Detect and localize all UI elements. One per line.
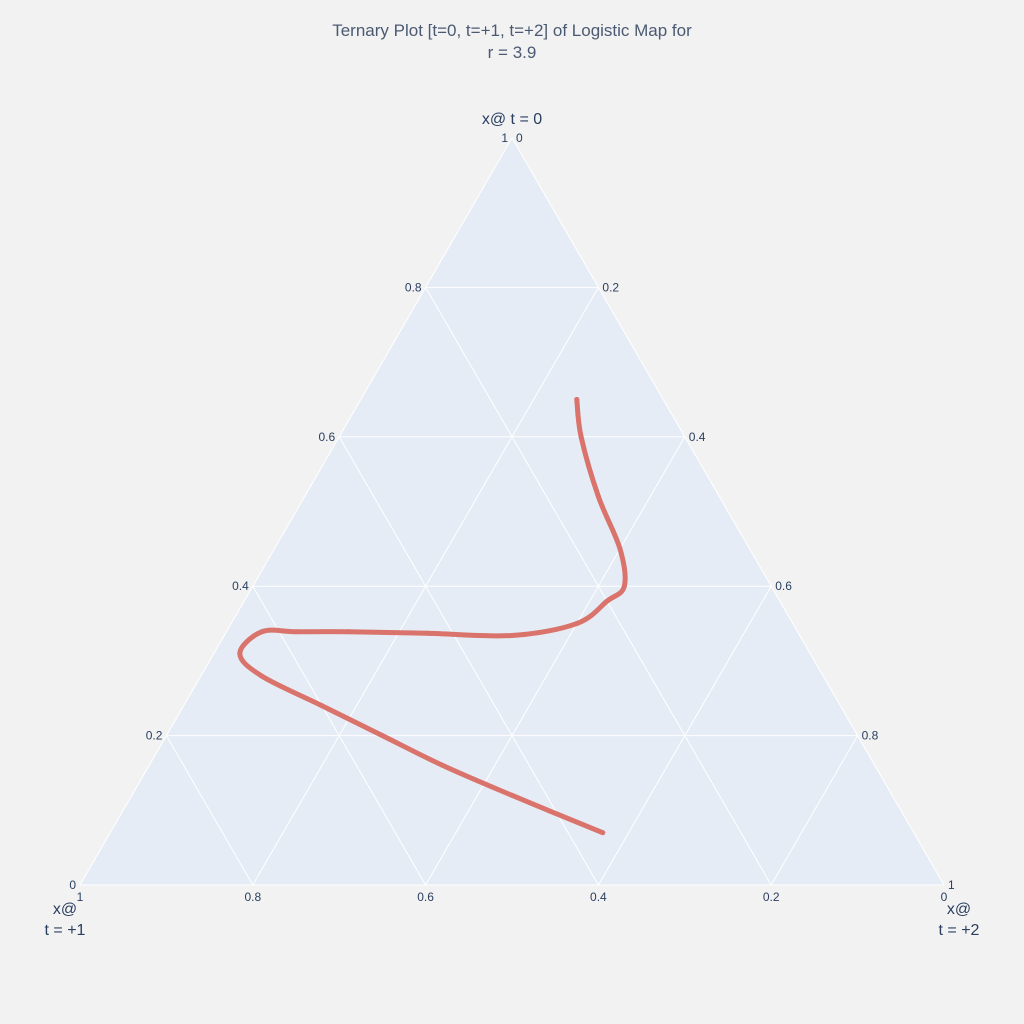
data-point (595, 494, 601, 500)
tick-label-c: 0.2 (602, 280, 619, 294)
tick-label-a: 0 (69, 878, 76, 892)
grid-line-c (597, 585, 772, 886)
plot-border (79, 137, 945, 886)
tick-label-c: 0.8 (862, 729, 879, 743)
data-point (258, 673, 264, 679)
grid-line-c (770, 735, 859, 886)
tick-label-c: 0 (516, 131, 523, 145)
grid-lines (79, 137, 945, 886)
data-point (578, 434, 584, 440)
tick-label-b: 0.8 (244, 890, 261, 904)
grid-line-b (165, 735, 254, 886)
data-point (237, 650, 243, 656)
tick-label-b: 0 (941, 890, 948, 904)
data-point (600, 830, 606, 836)
chart-title: Ternary Plot [t=0, t=+1, t=+2] of Logist… (212, 20, 812, 64)
axis-title-c-line-2: t = +2 (939, 922, 980, 939)
tick-label-a: 0.6 (319, 430, 336, 444)
data-point (345, 629, 351, 635)
trace-layer (237, 396, 628, 836)
axis-title-a: x@ t = 0 (482, 111, 542, 128)
data-point (440, 762, 446, 768)
tick-label-b: 1 (77, 890, 84, 904)
grid-line-b (338, 436, 599, 886)
data-point (574, 621, 580, 627)
tick-label-a: 0.2 (146, 729, 163, 743)
grid-line-c (425, 436, 686, 886)
axis-title-b-line-2: t = +1 (45, 922, 86, 939)
data-point (574, 396, 580, 402)
chart-title-line-2: r = 3.9 (487, 43, 537, 62)
data-point (259, 629, 265, 635)
data-point (319, 703, 325, 709)
tick-label-c: 0.6 (775, 579, 792, 593)
tick-label-c: 0.4 (689, 430, 706, 444)
tick-label-c: 1 (948, 878, 955, 892)
tick-label-b: 0.4 (590, 890, 607, 904)
data-point (509, 792, 515, 798)
tick-label-a: 0.8 (405, 280, 422, 294)
data-point (604, 598, 610, 604)
grid-line-b (252, 585, 427, 886)
data-point (621, 583, 627, 589)
axis-title-c-line-1: x@ (947, 901, 971, 918)
tick-label-b: 0.2 (763, 890, 780, 904)
tick-labels: 0 0 0 0.2 0.2 0.2 0.4 0.4 0.4 0.6 0.6 0.6 0.8 0.8 0.8 1… (69, 131, 955, 904)
plot-area (80, 138, 944, 885)
data-point (509, 633, 515, 639)
data-point (617, 546, 623, 552)
axis-title-b-line-1: x@ (53, 901, 77, 918)
tick-label-a: 0.4 (232, 579, 249, 593)
tick-label-a: 1 (501, 131, 508, 145)
data-point (379, 733, 385, 739)
data-point (293, 629, 299, 635)
chart-title-line-1: Ternary Plot [t=0, t=+1, t=+2] of Logist… (332, 21, 692, 40)
tick-label-b: 0.6 (417, 890, 434, 904)
data-point (424, 630, 430, 636)
